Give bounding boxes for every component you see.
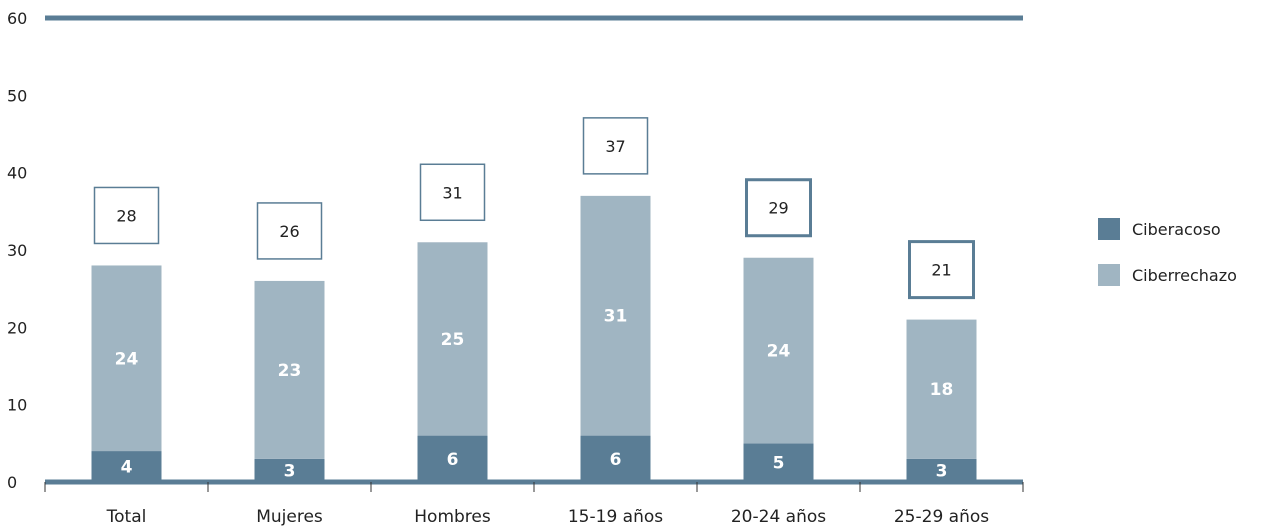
x-category-label: 20-24 años — [731, 507, 826, 527]
total-value-label: 37 — [605, 137, 625, 156]
total-box — [256, 202, 323, 260]
total-box — [908, 240, 975, 300]
bar-ciberrechazo — [580, 195, 651, 436]
bar-value-label: 25 — [441, 330, 465, 350]
legend-label: Ciberrechazo — [1132, 266, 1237, 285]
total-value-label: 28 — [116, 206, 136, 225]
bar-value-label: 4 — [121, 458, 133, 478]
y-tick-label: 10 — [7, 396, 27, 415]
legend-label: Ciberacoso — [1132, 220, 1221, 239]
bars: 4 24 3 23 6 25 6 31 5 24 3 18 — [91, 195, 977, 482]
total-box — [419, 163, 486, 222]
bar-ciberrechazo — [906, 319, 977, 459]
x-category-label: Total — [106, 507, 147, 527]
total-box — [745, 178, 812, 238]
total-value-label: 31 — [442, 183, 462, 202]
y-tick-label: 60 — [7, 9, 27, 28]
bar-ciberacoso — [91, 451, 162, 482]
bar-ciberrechazo — [743, 257, 814, 444]
bar-value-label: 18 — [930, 380, 954, 400]
bar-ciberacoso — [254, 458, 325, 482]
bar-value-label: 23 — [278, 361, 302, 381]
x-axis: Total Mujeres Hombres 15-19 años 20-24 años 2… — [44, 479, 1024, 527]
y-tick-label: 50 — [7, 86, 27, 105]
bar-ciberacoso — [580, 435, 651, 482]
bar-value-label: 24 — [767, 342, 791, 362]
y-tick-label: 0 — [7, 473, 17, 492]
bar-ciberacoso — [417, 435, 488, 482]
total-box — [582, 117, 649, 175]
bar-value-label: 5 — [773, 454, 785, 474]
bar-ciberrechazo — [417, 242, 488, 436]
y-tick-label: 40 — [7, 164, 27, 183]
y-axis-ticks: 0 10 20 30 40 50 60 — [7, 9, 27, 492]
total-box — [93, 186, 160, 245]
bar-ciberrechazo — [254, 280, 325, 459]
legend: Ciberacoso Ciberrechazo — [1098, 218, 1237, 286]
total-value-label: 26 — [279, 222, 299, 241]
bar-ciberacoso — [906, 458, 977, 482]
bar-value-label: 3 — [284, 461, 296, 481]
bar-ciberrechazo — [91, 265, 162, 452]
x-category-label: 15-19 años — [568, 507, 663, 527]
x-category-label: 25-29 años — [894, 507, 989, 527]
bar-value-label: 24 — [115, 349, 139, 369]
legend-swatch-ciberrechazo — [1098, 264, 1120, 286]
bar-value-label: 3 — [936, 461, 948, 481]
bar-ciberacoso — [743, 443, 814, 482]
bar-value-label: 6 — [447, 450, 459, 470]
x-category-label: Hombres — [414, 507, 491, 527]
bar-value-label: 31 — [604, 307, 628, 327]
y-tick-label: 30 — [7, 241, 27, 260]
total-value-label: 29 — [768, 199, 788, 218]
legend-swatch-ciberacoso — [1098, 218, 1120, 240]
total-boxes: 28 26 31 37 29 21 — [93, 117, 975, 300]
x-category-label: Mujeres — [256, 507, 323, 527]
y-tick-label: 20 — [7, 318, 27, 337]
total-value-label: 21 — [931, 261, 951, 280]
bar-value-label: 6 — [610, 450, 622, 470]
